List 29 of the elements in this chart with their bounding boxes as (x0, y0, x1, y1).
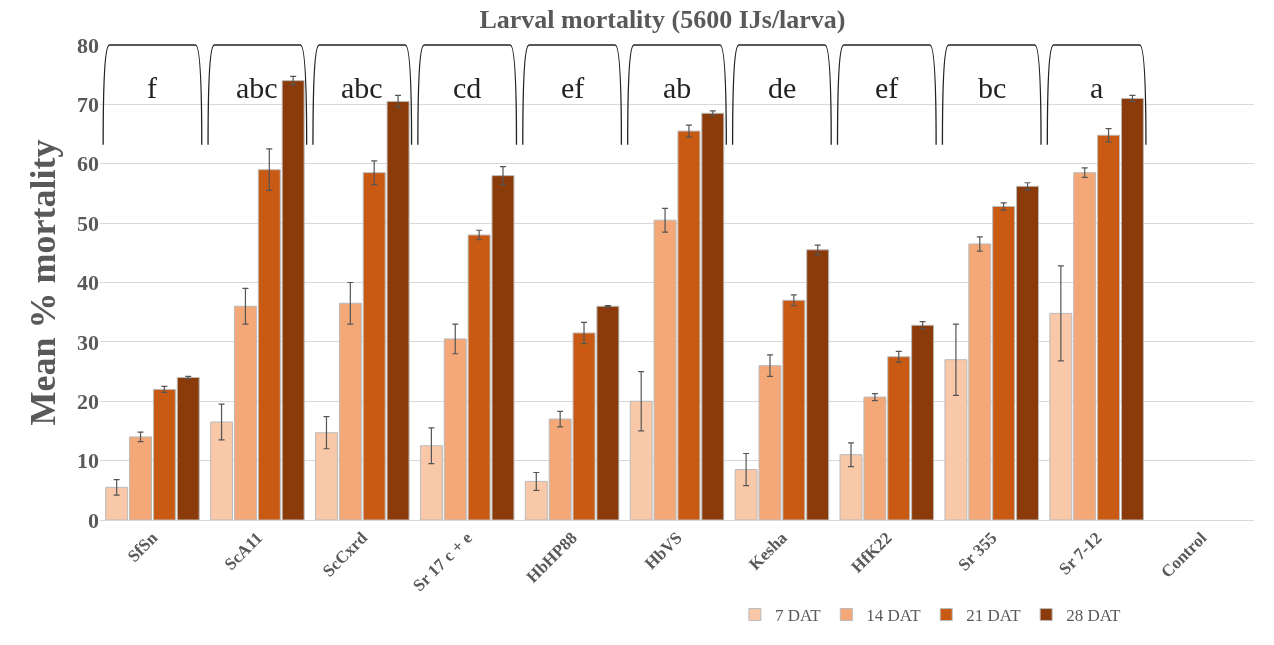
y-tick-label: 20 (77, 388, 99, 414)
annotation: f (147, 71, 157, 104)
y-tick-label: 60 (77, 151, 99, 177)
y-tick-label: 0 (88, 507, 99, 533)
y-tick-label: 70 (77, 92, 99, 118)
annotation: ab (663, 71, 692, 104)
legend-label: 28 DAT (1066, 606, 1122, 626)
annotation: bc (978, 71, 1007, 104)
annotation: abc (341, 71, 383, 104)
annotation: ef (875, 71, 899, 104)
annotation: a (1090, 71, 1104, 104)
x-tick-label: Sr 7-12 (1055, 528, 1106, 579)
y-tick-label: 40 (77, 270, 99, 296)
x-tick-label: Sr 17 c + e (409, 527, 477, 596)
annotation: ef (561, 71, 585, 104)
y-tick-label: 80 (77, 32, 99, 58)
y-axis-title: Mean % mortality (22, 139, 63, 426)
legend-label: 21 DAT (966, 606, 1022, 626)
x-tick-label: Sr 355 (954, 528, 1001, 575)
chart-title: Larval mortality (5600 IJs/larva) (479, 4, 846, 34)
y-tick-label: 10 (77, 448, 99, 474)
x-tick-label: SfSn (123, 527, 162, 566)
annotation: cd (453, 71, 482, 104)
y-tick-label: 30 (77, 329, 99, 355)
legend-label: 14 DAT (866, 606, 922, 626)
annotation: abc (236, 71, 278, 104)
annotation: de (768, 71, 797, 104)
y-tick-label: 50 (77, 210, 99, 236)
legend-label: 7 DAT (774, 606, 822, 626)
